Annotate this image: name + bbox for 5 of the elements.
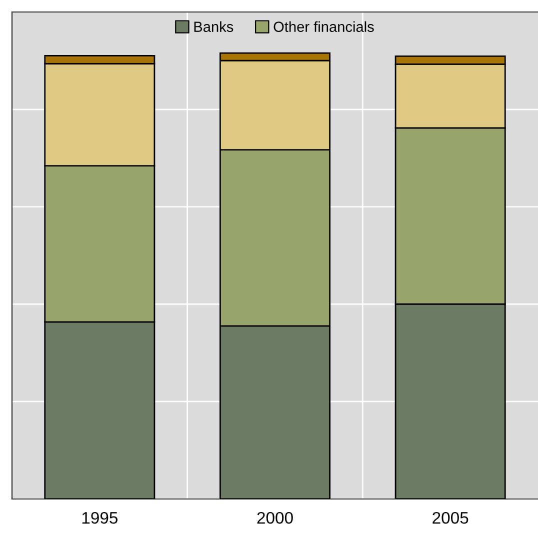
x-tick-label: 2000 [257,512,293,524]
legend-label: Banks [194,21,234,32]
x-tick-label: 1995 [82,512,118,524]
legend-label: Other financials [274,21,374,32]
x-tick-label: 2005 [432,512,468,524]
